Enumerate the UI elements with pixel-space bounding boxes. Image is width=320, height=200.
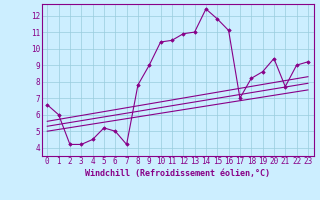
X-axis label: Windchill (Refroidissement éolien,°C): Windchill (Refroidissement éolien,°C) (85, 169, 270, 178)
